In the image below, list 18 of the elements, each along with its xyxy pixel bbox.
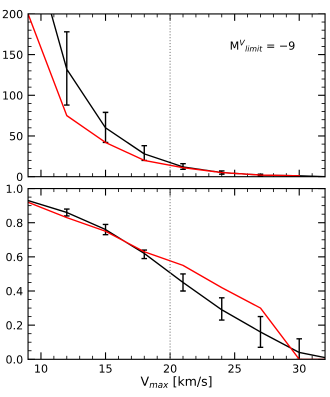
x-tick-label: 10 (35, 364, 48, 373)
y-tick-label: 0 (16, 172, 22, 182)
x-axis-title: V$_{max}$ [km/s] (140, 376, 212, 388)
annotation: M$^{V}$$_{limit}$ = −9 (230, 40, 294, 52)
x-tick-label: 25 (228, 364, 241, 373)
y-tick-label: 100 (3, 91, 22, 100)
y-tick-label: 50 (10, 132, 22, 140)
x-tick-label: 30 (293, 364, 306, 373)
x-tick-label: 20 (164, 364, 176, 373)
y-tick-label: 150 (3, 50, 22, 59)
y-tick-label: 0.6 (6, 252, 22, 262)
x-tick-label: 15 (100, 364, 112, 373)
y-tick-label: 0.2 (6, 321, 22, 330)
y-tick-label: 0.0 (6, 355, 22, 364)
y-tick-label: 200 (2, 10, 22, 18)
y-tick-label: 0.8 (6, 218, 22, 228)
y-tick-label: 0.4 (6, 286, 23, 296)
y-tick-label: 1.0 (6, 184, 22, 193)
